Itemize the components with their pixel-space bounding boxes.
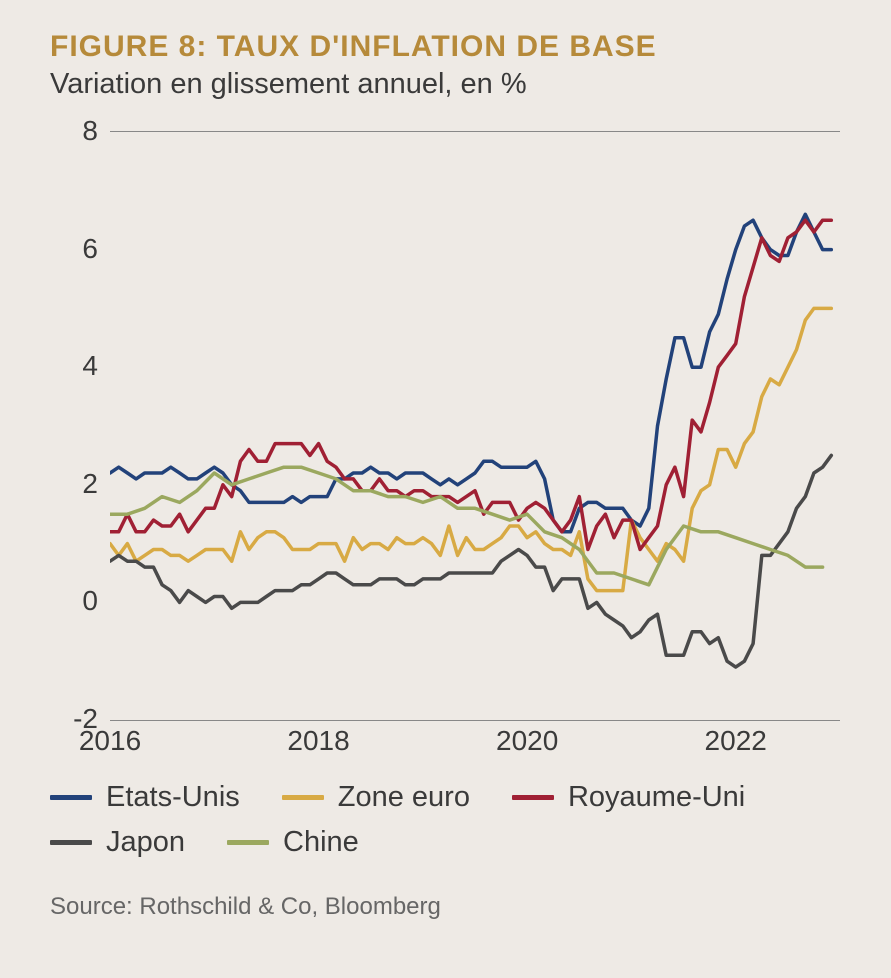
legend-swatch [512, 795, 554, 800]
legend-item: Chine [227, 826, 359, 859]
legend-item: Etats-Unis [50, 781, 240, 814]
chart-container: FIGURE 8: TAUX D'INFLATION DE BASE Varia… [0, 0, 891, 978]
series-line [110, 308, 831, 590]
legend-label: Japon [106, 826, 185, 859]
x-tick: 2022 [705, 725, 767, 757]
legend-item: Royaume-Uni [512, 781, 745, 814]
plot-area: -202468 2016201820202022 [50, 131, 840, 721]
chart-svg [110, 132, 840, 720]
legend-label: Chine [283, 826, 359, 859]
series-line [110, 214, 831, 532]
series-line [110, 220, 831, 549]
legend-swatch [282, 795, 324, 800]
chart-title: FIGURE 8: TAUX D'INFLATION DE BASE [50, 30, 841, 64]
y-tick: 6 [82, 233, 98, 265]
legend-item: Japon [50, 826, 185, 859]
x-tick: 2018 [287, 725, 349, 757]
legend-swatch [50, 840, 92, 845]
y-tick: 8 [82, 115, 98, 147]
legend-label: Royaume-Uni [568, 781, 745, 814]
legend-swatch [227, 840, 269, 845]
x-tick: 2020 [496, 725, 558, 757]
series-line [110, 467, 823, 585]
x-axis: 2016201820202022 [110, 725, 840, 765]
legend-item: Zone euro [282, 781, 470, 814]
legend: Etats-Unis Zone euro Royaume-Uni Japon Chine [50, 781, 841, 859]
y-tick: 0 [82, 585, 98, 617]
y-tick: 2 [82, 468, 98, 500]
legend-label: Etats-Unis [106, 781, 240, 814]
x-tick: 2016 [79, 725, 141, 757]
source-text: Source: Rothschild & Co, Bloomberg [50, 893, 841, 921]
legend-label: Zone euro [338, 781, 470, 814]
plot-inner [110, 131, 840, 721]
y-axis: -202468 [50, 131, 110, 721]
y-tick: 4 [82, 350, 98, 382]
legend-swatch [50, 795, 92, 800]
series-line [110, 455, 831, 667]
chart-subtitle: Variation en glissement annuel, en % [50, 68, 841, 101]
